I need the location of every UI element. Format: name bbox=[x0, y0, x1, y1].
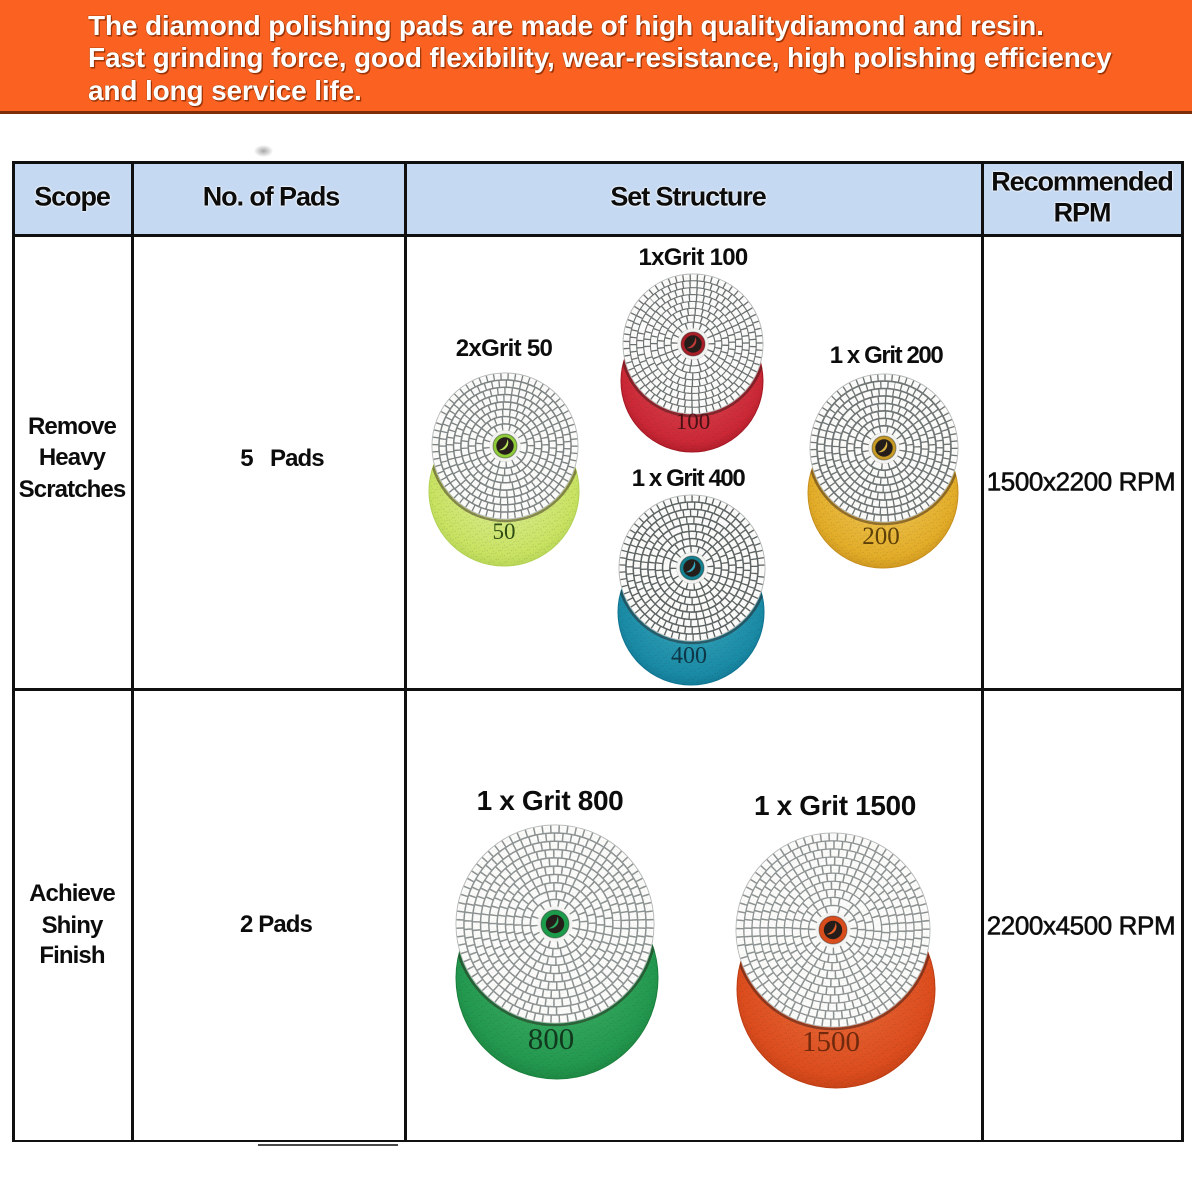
svg-text:200: 200 bbox=[862, 523, 900, 550]
svg-text:400: 400 bbox=[671, 643, 707, 669]
svg-text:800: 800 bbox=[528, 1021, 575, 1056]
svg-text:100: 100 bbox=[676, 409, 711, 434]
svg-text:1500: 1500 bbox=[802, 1026, 860, 1058]
svg-text:50: 50 bbox=[493, 519, 516, 544]
